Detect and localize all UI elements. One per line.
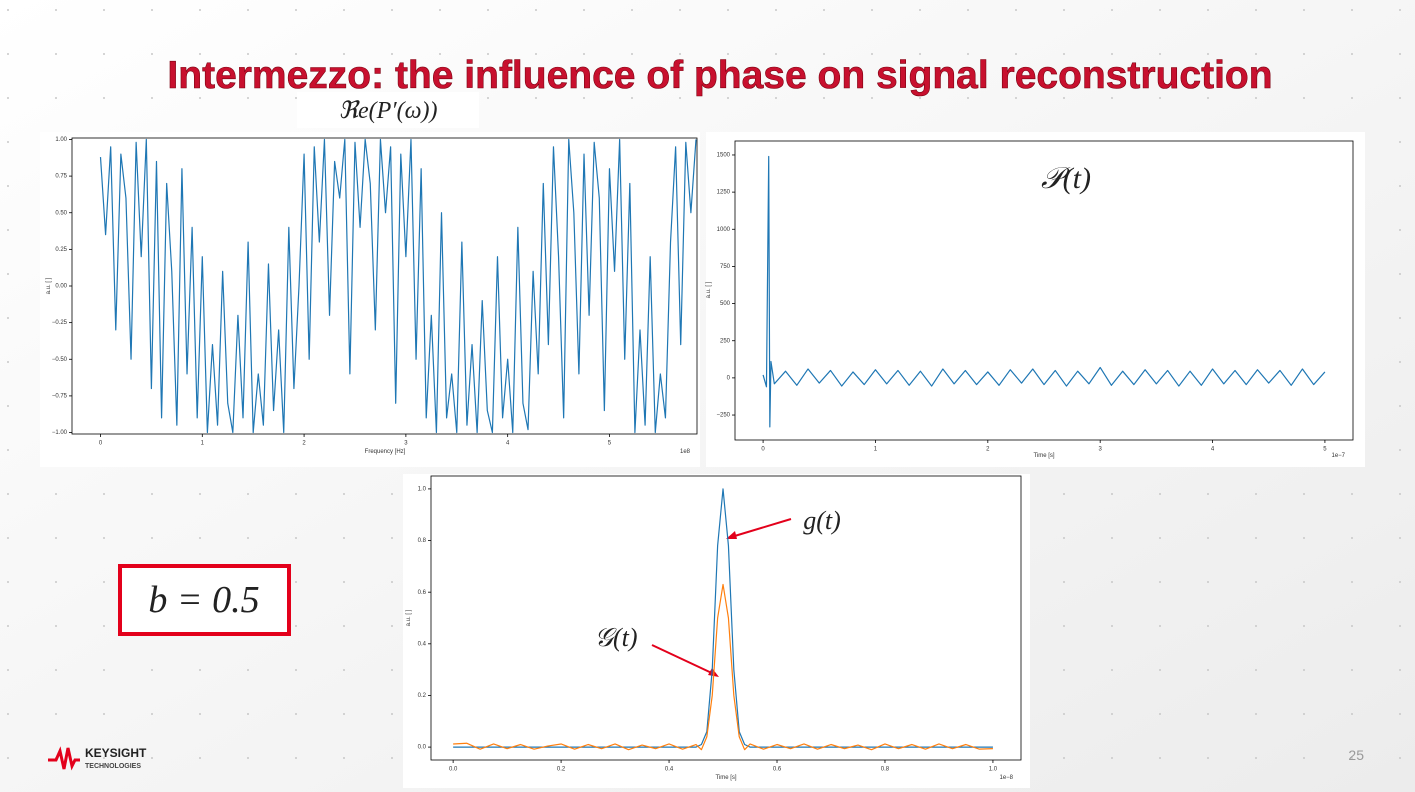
x-tick-label: 4: [506, 441, 510, 447]
formula-box: [118, 564, 291, 636]
x-tick-label: 0: [761, 447, 765, 453]
x-offset-label: 1e−7: [1331, 453, 1345, 459]
x-tick-label: 2: [986, 447, 990, 453]
x-tick-label: 1: [874, 447, 878, 453]
x-tick-label: 1.0: [989, 767, 998, 773]
y-tick-label: 0.25: [55, 247, 67, 253]
y-tick-label: 0.75: [55, 174, 67, 180]
y-tick-label: 0.2: [418, 693, 427, 699]
x-tick-label: 5: [1323, 447, 1327, 453]
y-axis-label: a.u. [ ]: [706, 281, 712, 298]
y-tick-label: 1.00: [55, 137, 67, 143]
arrow: [727, 518, 792, 539]
data-line: [99, 138, 697, 434]
x-tick-label: 0.4: [665, 767, 674, 773]
x-offset-label: 1e8: [680, 449, 691, 455]
y-tick-label: 1250: [717, 190, 731, 196]
x-tick-label: 2: [302, 441, 306, 447]
y-axis-label: a.u. [ ]: [46, 277, 52, 294]
arrow-head: [726, 531, 737, 539]
y-tick-label: 0: [727, 375, 731, 381]
series-label: 𝒢(t): [594, 623, 637, 652]
x-tick-label: 0.8: [881, 767, 890, 773]
x-tick-label: 0: [99, 441, 103, 447]
y-tick-label: 0.6: [418, 590, 427, 596]
y-tick-label: 250: [720, 338, 731, 344]
y-tick-label: 1.0: [418, 486, 427, 492]
y-tick-label: 1500: [717, 153, 731, 159]
y-tick-label: −250: [716, 413, 730, 419]
series-label: g(t): [803, 506, 841, 535]
y-tick-label: 500: [720, 301, 731, 307]
y-tick-label: 0.8: [418, 538, 427, 544]
logo-sub: TECHNOLOGIES: [85, 763, 141, 770]
y-tick-label: 0.50: [55, 210, 67, 216]
data-line: [762, 155, 1326, 428]
formula-panel: [297, 92, 479, 128]
x-tick-label: 3: [1099, 447, 1103, 453]
arrow: [651, 644, 717, 676]
plot-frame: [734, 140, 1354, 441]
y-tick-label: 0.4: [418, 641, 427, 647]
x-tick-label: 5: [608, 441, 612, 447]
data-line: [453, 488, 993, 748]
x-axis-label: Time [s]: [1033, 453, 1054, 459]
page-number: 25: [1348, 747, 1364, 763]
logo-mark: [48, 746, 80, 771]
data-line: [453, 583, 993, 751]
x-tick-label: 3: [404, 441, 408, 447]
slide-title: Intermezzo: the influence of phase on si…: [167, 54, 1272, 97]
x-axis-label: Frequency [Hz]: [365, 449, 406, 455]
y-tick-label: 1000: [717, 227, 731, 233]
x-tick-label: 1: [201, 441, 205, 447]
y-tick-label: −1.00: [52, 430, 68, 436]
logo-name: KEYSIGHT: [85, 746, 147, 760]
y-tick-label: 0.00: [55, 284, 67, 290]
x-tick-label: 4: [1211, 447, 1215, 453]
x-tick-label: 0.6: [773, 767, 782, 773]
formula: b = 0.5: [148, 579, 259, 621]
plot-frame: [430, 475, 1022, 761]
y-tick-label: 750: [720, 264, 731, 270]
x-tick-label: 0.0: [449, 767, 458, 773]
y-tick-label: −0.50: [52, 357, 68, 363]
y-tick-label: 0.0: [418, 745, 427, 751]
y-tick-label: −0.75: [52, 393, 68, 399]
chart-title: ℜe(P′(ω)): [338, 98, 437, 124]
annotation: 𝒫(t): [1041, 162, 1091, 195]
x-tick-label: 0.2: [557, 767, 566, 773]
chart-panel: [706, 132, 1365, 467]
y-axis-label: a.u. [ ]: [406, 609, 412, 626]
y-tick-label: −0.25: [52, 320, 68, 326]
x-offset-label: 1e−8: [999, 775, 1013, 781]
x-axis-label: Time [s]: [715, 775, 736, 781]
